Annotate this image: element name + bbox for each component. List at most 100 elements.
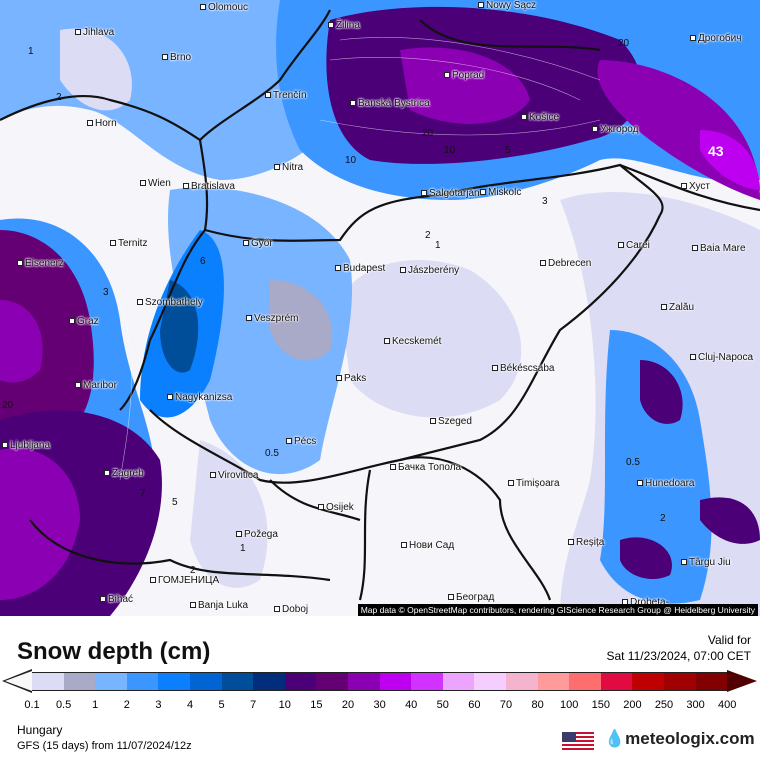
city-name: Požega — [244, 529, 278, 540]
city-label: Nagykanizsa — [167, 392, 232, 403]
city-label: Brno — [162, 52, 191, 63]
city-name: Zagreb — [112, 468, 144, 479]
us-flag-icon[interactable] — [562, 732, 594, 752]
city-marker-icon — [521, 114, 527, 121]
city-name: Horn — [95, 118, 117, 129]
city-name: Pécs — [294, 436, 317, 447]
city-label: Szombathely — [137, 297, 203, 308]
contour-value-label: 1 — [435, 240, 441, 251]
city-name: Szombathely — [145, 297, 203, 308]
city-label: Bratislava — [183, 181, 235, 192]
city-name: Београд — [456, 592, 495, 603]
city-label: Poprad — [444, 70, 484, 81]
legend-swatch — [537, 672, 570, 691]
city-marker-icon — [190, 602, 196, 609]
legend-swatch — [695, 672, 728, 691]
city-label: Doboj — [274, 604, 308, 615]
contour-value-label: 3 — [103, 287, 109, 298]
meteologix-logo[interactable]: 💧meteologix.com — [604, 729, 755, 749]
legend-tick-label: 70 — [499, 699, 513, 711]
city-label: Bihać — [100, 594, 133, 605]
map-attribution: Map data © OpenStreetMap contributors, r… — [357, 604, 758, 616]
city-marker-icon — [100, 596, 106, 603]
city-marker-icon — [274, 606, 280, 613]
city-label: Jihlava — [75, 27, 114, 38]
city-name: Ternitz — [118, 238, 148, 249]
city-name: Jihlava — [83, 27, 115, 38]
legend-swatch — [95, 672, 128, 691]
city-label: Zalău — [661, 302, 694, 313]
legend-tick-label: 40 — [405, 699, 418, 711]
city-label: Reșița — [568, 537, 604, 548]
city-marker-icon — [681, 183, 687, 190]
contour-value-label: 20 — [618, 38, 630, 49]
city-marker-icon — [243, 240, 249, 247]
legend-tick-label: 300 — [686, 699, 705, 711]
city-label: Jászberény — [400, 265, 459, 276]
legend-tick-label: 1 — [92, 699, 99, 711]
city-label: Cluj-Napoca — [690, 352, 753, 363]
city-marker-icon — [681, 559, 687, 566]
city-label: Baia Mare — [692, 243, 746, 254]
city-name: Wien — [148, 178, 171, 189]
contour-value-label: 1 — [28, 46, 34, 57]
city-label: Nowy Sącz — [478, 0, 536, 11]
city-marker-icon — [448, 594, 454, 601]
legend-tick-label: 15 — [310, 699, 323, 711]
legend-tick-label: 30 — [373, 699, 386, 711]
city-marker-icon — [637, 480, 643, 487]
city-name: Nitra — [282, 162, 304, 173]
city-label: Ternitz — [110, 238, 147, 249]
legend-swatch — [221, 672, 254, 691]
city-label: Nitra — [274, 162, 303, 173]
contour-value-label: 5 — [505, 145, 511, 156]
city-label: Wien — [140, 178, 171, 189]
city-label: Szeged — [430, 416, 472, 427]
city-label: Salgótarján — [421, 188, 480, 199]
legend-swatch — [348, 672, 381, 691]
city-name: Žilina — [336, 20, 360, 31]
city-name: Kecskemét — [392, 336, 442, 347]
city-marker-icon — [210, 472, 216, 479]
city-marker-icon — [265, 92, 271, 99]
city-name: Bratislava — [191, 181, 235, 192]
city-marker-icon — [401, 542, 407, 549]
legend-swatch — [569, 672, 602, 691]
city-name: Nowy Sącz — [486, 0, 537, 11]
city-marker-icon — [335, 265, 341, 272]
city-label: Horn — [87, 118, 117, 129]
city-marker-icon — [150, 577, 156, 584]
contour-value-label: 3 — [542, 196, 548, 207]
city-name: Debrecen — [548, 258, 592, 269]
city-marker-icon — [508, 480, 514, 487]
model-run: GFS (15 days) from 11/07/2024/12z — [17, 740, 192, 752]
legend-tick-label: 3 — [155, 699, 162, 711]
city-label: Veszprém — [246, 313, 298, 324]
legend-tick-label: 400 — [718, 699, 737, 711]
contour-value-label: 0.5 — [626, 457, 640, 468]
city-label: Hunedoara — [637, 478, 694, 489]
city-name: Reșița — [576, 537, 605, 548]
city-name: Osijek — [326, 502, 354, 513]
city-marker-icon — [167, 394, 173, 401]
city-label: Virovitica — [210, 470, 258, 481]
snow-depth-map[interactable]: Olomouc Jihlava Brno Trenčín Žilina Nowy Sącz… — [0, 0, 760, 616]
city-label: Paks — [336, 373, 366, 384]
city-label: Ужгород — [592, 124, 638, 135]
legend-tick-label: 2 — [123, 699, 130, 711]
city-marker-icon — [246, 315, 252, 322]
city-marker-icon — [618, 242, 624, 249]
logo-drop-icon: 💧 — [604, 729, 626, 748]
city-name: ГОМЈЕНИЦА — [158, 575, 220, 586]
city-name: Paks — [344, 373, 367, 384]
city-label: Бачка Топола — [390, 462, 461, 473]
map-shading — [0, 0, 760, 616]
legend-title: Snow depth (cm) — [17, 638, 211, 665]
city-name: Дрогобич — [698, 33, 742, 44]
city-marker-icon — [75, 29, 81, 36]
city-marker-icon — [568, 539, 574, 546]
city-marker-icon — [69, 318, 75, 325]
legend-swatch — [284, 672, 317, 691]
city-marker-icon — [140, 180, 146, 187]
city-name: Drobeta- — [630, 597, 669, 608]
